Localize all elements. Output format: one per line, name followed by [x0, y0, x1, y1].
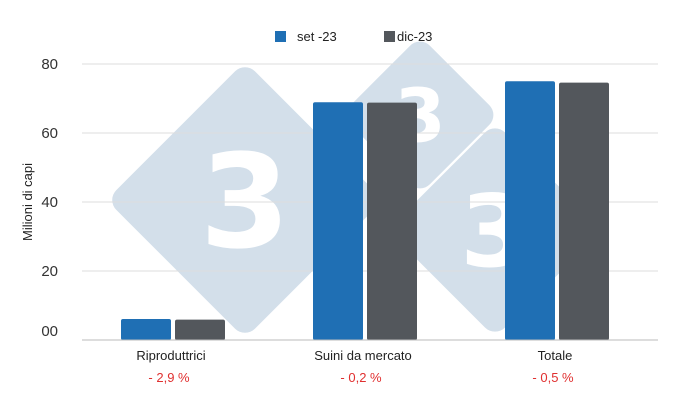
legend-label: set -23 [297, 29, 337, 44]
y-tick-label: 80 [41, 56, 58, 73]
legend: set -23 dic-23 [275, 29, 432, 44]
bars: Riproduttrici - 2,9 % Suini da mercato - 0,… [121, 81, 609, 385]
y-axis-label: Milioni di capi [20, 163, 35, 241]
y-tick-label: 00 [41, 323, 58, 340]
y-tick-label: 20 [41, 263, 58, 280]
x-category-label: Riproduttrici [136, 348, 205, 363]
change-percent-label: - 0,2 % [340, 370, 382, 385]
bar-series-1-2 [313, 102, 363, 340]
legend-item-1: set -23 [275, 29, 337, 44]
legend-label: dic-23 [397, 29, 432, 44]
bar-series-2-1 [175, 319, 225, 340]
bar-series-2-3 [559, 82, 609, 340]
x-category-label: Suini da mercato [314, 348, 412, 363]
bar-series-2-2 [367, 102, 417, 340]
bar-series-1-1 [121, 318, 171, 340]
x-category-label: Totale [538, 348, 573, 363]
legend-swatch [384, 31, 395, 42]
bar-series-1-3 [505, 81, 555, 340]
y-tick-label: 60 [41, 125, 58, 142]
change-percent-label: - 0,5 % [532, 370, 574, 385]
legend-swatch [275, 31, 286, 42]
legend-item-2: dic-23 [384, 29, 432, 44]
change-percent-label: - 2,9 % [148, 370, 190, 385]
y-tick-label: 40 [41, 194, 58, 211]
